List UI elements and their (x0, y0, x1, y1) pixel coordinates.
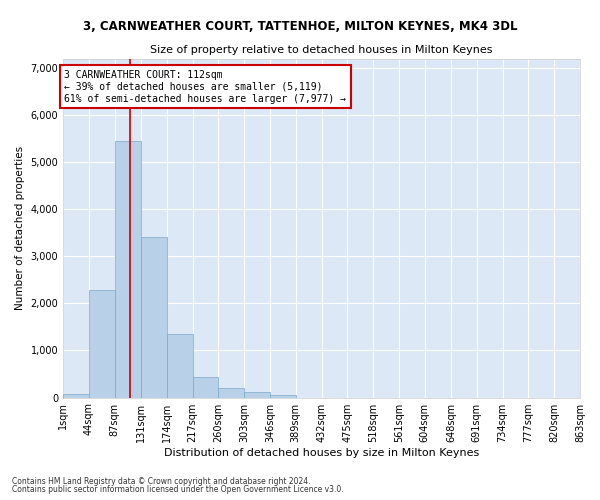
Text: 3 CARNWEATHER COURT: 112sqm
← 39% of detached houses are smaller (5,119)
61% of : 3 CARNWEATHER COURT: 112sqm ← 39% of det… (64, 70, 346, 104)
Bar (141, 238, 167, 398)
Bar (270, 395, 296, 398)
Text: 3, CARNWEATHER COURT, TATTENHOE, MILTON KEYNES, MK4 3DL: 3, CARNWEATHER COURT, TATTENHOE, MILTON … (83, 20, 517, 33)
Bar (218, 388, 244, 398)
Bar (193, 378, 218, 398)
Text: Contains public sector information licensed under the Open Government Licence v3: Contains public sector information licen… (12, 485, 344, 494)
Bar (244, 392, 270, 398)
Bar (115, 141, 141, 398)
X-axis label: Distribution of detached houses by size in Milton Keynes: Distribution of detached houses by size … (164, 448, 479, 458)
Title: Size of property relative to detached houses in Milton Keynes: Size of property relative to detached ho… (151, 45, 493, 55)
Y-axis label: Number of detached properties: Number of detached properties (15, 146, 25, 310)
Bar (63, 394, 89, 398)
Bar (167, 334, 193, 398)
Text: Contains HM Land Registry data © Crown copyright and database right 2024.: Contains HM Land Registry data © Crown c… (12, 477, 311, 486)
Bar (89, 290, 115, 398)
